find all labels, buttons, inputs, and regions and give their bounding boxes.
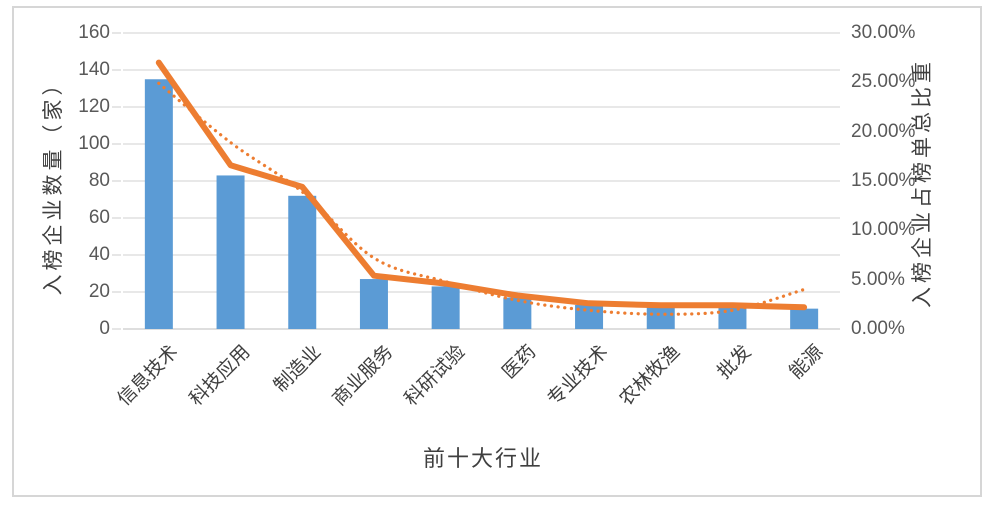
left-tick-20: 20 — [88, 281, 110, 302]
bar-3 — [288, 195, 317, 329]
trendline-dotted — [157, 81, 806, 316]
right-tick-20.00%: 20.00% — [851, 120, 916, 142]
right-tick-0.00%: 0.00% — [851, 318, 905, 339]
bar-2 — [216, 175, 245, 329]
left-tick-140: 140 — [78, 59, 110, 80]
right-tick-15.00%: 15.00% — [851, 170, 916, 191]
bar-1 — [144, 79, 173, 329]
right-tick-25.00%: 25.00% — [851, 71, 916, 93]
x-axis-title: 前十大行业 — [422, 446, 543, 471]
left-axis-title: 入榜企业数量（家） — [42, 70, 65, 296]
right-tick-30.00%: 30.00% — [851, 22, 916, 43]
left-tick-160: 160 — [78, 22, 110, 43]
left-tick-60: 60 — [88, 207, 110, 228]
bar-6 — [503, 297, 532, 329]
left-tick-120: 120 — [78, 96, 110, 117]
left-tick-100: 100 — [78, 133, 110, 154]
right-tick-10.00%: 10.00% — [851, 219, 916, 241]
left-tick-40: 40 — [88, 244, 110, 265]
bar-10 — [790, 308, 819, 329]
left-tick-80: 80 — [88, 170, 110, 191]
right-axis-title: 入榜企业占榜单总比重 — [911, 58, 934, 308]
bar-8 — [646, 306, 675, 329]
bar-4 — [359, 279, 388, 329]
right-tick-5.00%: 5.00% — [851, 268, 905, 290]
left-tick-0: 0 — [99, 318, 110, 339]
bar-5 — [431, 286, 460, 329]
percentage-line — [155, 59, 808, 311]
